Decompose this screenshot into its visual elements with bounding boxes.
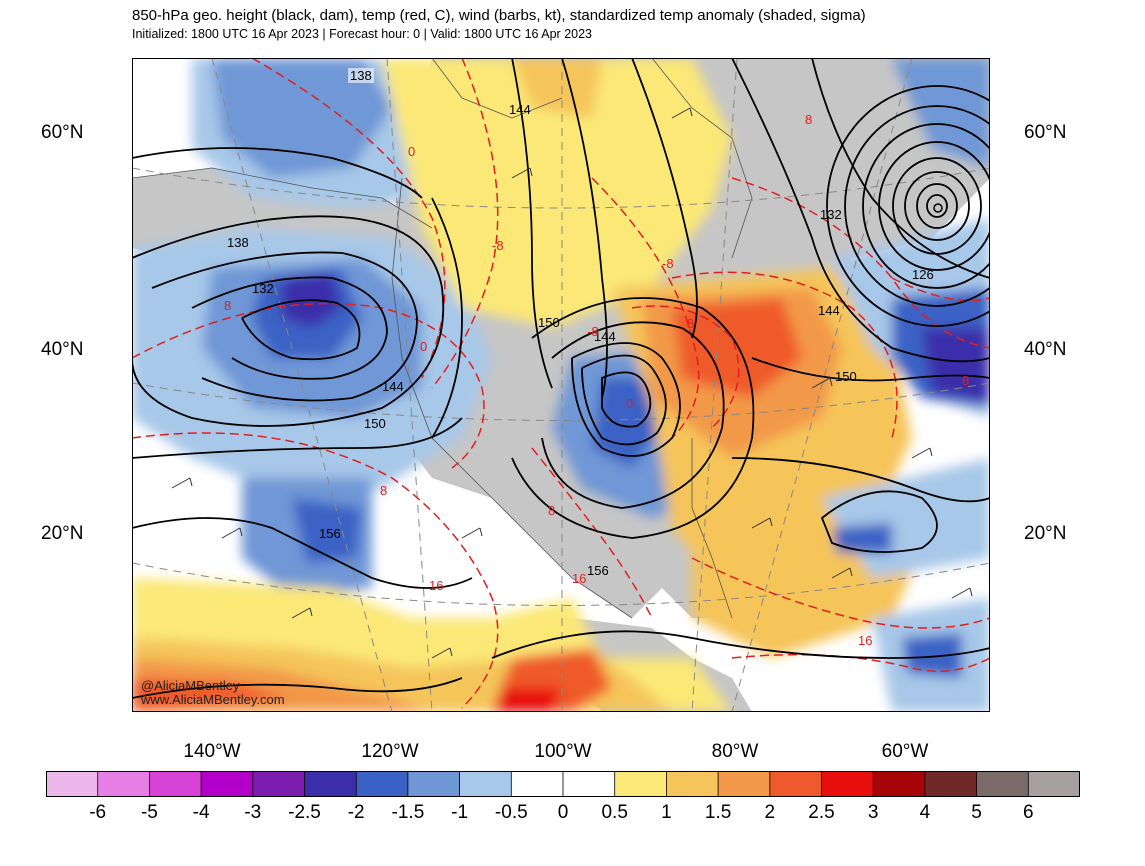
- colorbar-label: -3: [244, 802, 262, 823]
- height-label: 126: [912, 267, 934, 282]
- lon-label-100w: 100°W: [534, 741, 592, 762]
- colorbar-cell: [976, 771, 1029, 797]
- colorbar-label: 1: [661, 802, 672, 823]
- temp-label: 8: [380, 483, 387, 498]
- height-label: 144: [594, 329, 616, 344]
- lat-label-left-20n: 20°N: [41, 523, 84, 544]
- lon-label-120w: 120°W: [361, 741, 419, 762]
- wind-barbs: [171, 107, 973, 659]
- lat-label-left-40n: 40°N: [41, 339, 84, 360]
- colorbar-label: -1.5: [391, 802, 425, 823]
- lon-label-60w: 60°W: [881, 741, 929, 762]
- weather-map: 138 144 138 132 144 150 150 144 156 156 …: [132, 58, 990, 712]
- colorbar-label: 2.5: [808, 802, 835, 823]
- height-label: 138: [350, 68, 372, 83]
- colorbar-cell: [46, 771, 99, 797]
- colorbar-cell: [666, 771, 719, 797]
- height-label: 150: [835, 369, 857, 384]
- colorbar-label: -1: [451, 802, 469, 823]
- colorbar-label: -2: [347, 802, 365, 823]
- temp-label: -8: [587, 324, 599, 339]
- colorbar-cell: [304, 771, 357, 797]
- height-label: 156: [587, 563, 609, 578]
- temp-labels: 8 0 -8 8 -8 0 8 0 -8 8 8 16 16 8 16: [224, 112, 969, 648]
- colorbar-cell: [821, 771, 874, 797]
- colorbar-label: 4: [919, 802, 931, 823]
- colorbar-label: -2.5: [288, 802, 321, 823]
- temp-label: 8: [548, 503, 555, 518]
- map-title: 850-hPa geo. height (black, dam), temp (…: [132, 7, 866, 24]
- height-label: 132: [252, 281, 274, 296]
- colorbar-cell: [562, 771, 616, 797]
- lat-label-right-20n: 20°N: [1024, 523, 1067, 544]
- colorbar-label: 3: [867, 802, 879, 823]
- credit-watermark: @AliciaMBentley www.AliciaMBentley.com: [141, 679, 285, 707]
- temp-label: 0: [408, 144, 415, 159]
- colorbar-label: 0.5: [601, 802, 628, 823]
- height-label: 150: [538, 315, 560, 330]
- height-label: 144: [509, 102, 531, 117]
- colorbar-cell: [872, 771, 926, 797]
- temp-label: 16: [429, 578, 443, 593]
- colorbar-cell: [769, 771, 823, 797]
- map-frame: [132, 58, 990, 712]
- lat-label-right-60n: 60°N: [1024, 122, 1067, 143]
- temp-label: 8: [687, 316, 694, 331]
- colorbar-cell: [97, 771, 151, 797]
- colorbar-cell: [355, 771, 409, 797]
- temp-label: 8: [962, 373, 969, 388]
- lat-label-left-60n: 60°N: [41, 122, 84, 143]
- colorbar-label: -5: [140, 802, 158, 823]
- colorbar-cell: [614, 771, 668, 797]
- colorbar-cell: [510, 771, 564, 797]
- height-contours: [132, 58, 990, 699]
- temp-label: -8: [492, 238, 504, 253]
- colorbar-label: 0: [557, 802, 569, 823]
- lon-label-140w: 140°W: [183, 741, 241, 762]
- height-label: 156: [319, 526, 341, 541]
- low-center: [933, 203, 943, 213]
- colorbar-label: -6: [89, 802, 107, 823]
- colorbar-cell: [924, 771, 978, 797]
- colorbar-label: 2: [764, 802, 776, 823]
- colorbar-cell: [200, 771, 254, 797]
- lat-label-right-40n: 40°N: [1024, 339, 1067, 360]
- credit-website: www.AliciaMBentley.com: [141, 692, 285, 707]
- colorbar-cell: [1027, 771, 1080, 797]
- colorbar-cell: [252, 771, 306, 797]
- colorbar-cell: [407, 771, 461, 797]
- colorbar: [46, 771, 1080, 797]
- colorbar-label: -0.5: [494, 802, 528, 823]
- map-subtitle: Initialized: 1800 UTC 16 Apr 2023 | Fore…: [132, 27, 592, 41]
- temp-label: 8: [805, 112, 812, 127]
- colorbar-label: 5: [971, 802, 982, 823]
- temp-label: 0: [626, 396, 633, 411]
- colorbar-label: -4: [192, 802, 210, 823]
- credit-handle: @AliciaMBentley: [141, 678, 240, 693]
- height-labels: 138 144 138 132 144 150 150 144 156 156 …: [227, 68, 934, 578]
- coastlines: [132, 58, 753, 619]
- atlantic-low-contours: [826, 85, 990, 327]
- temp-contours: [132, 58, 990, 709]
- temp-label: 0: [420, 339, 427, 354]
- colorbar-cell: [149, 771, 202, 797]
- colorbar-label: 1.5: [704, 802, 732, 823]
- temp-label: -8: [662, 256, 674, 271]
- height-label: 150: [364, 416, 386, 431]
- lon-label-80w: 80°W: [711, 741, 759, 762]
- graticule: [132, 58, 990, 712]
- temp-label: 16: [572, 571, 586, 586]
- height-label: 144: [382, 379, 404, 394]
- height-label: 144: [818, 303, 840, 318]
- colorbar-label: 6: [1023, 802, 1034, 823]
- height-label: 138: [227, 235, 249, 250]
- colorbar-cell: [717, 771, 771, 797]
- height-label: 132: [820, 207, 842, 222]
- temp-label: 16: [858, 633, 872, 648]
- colorbar-cell: [459, 771, 513, 797]
- temp-label: 8: [224, 298, 231, 313]
